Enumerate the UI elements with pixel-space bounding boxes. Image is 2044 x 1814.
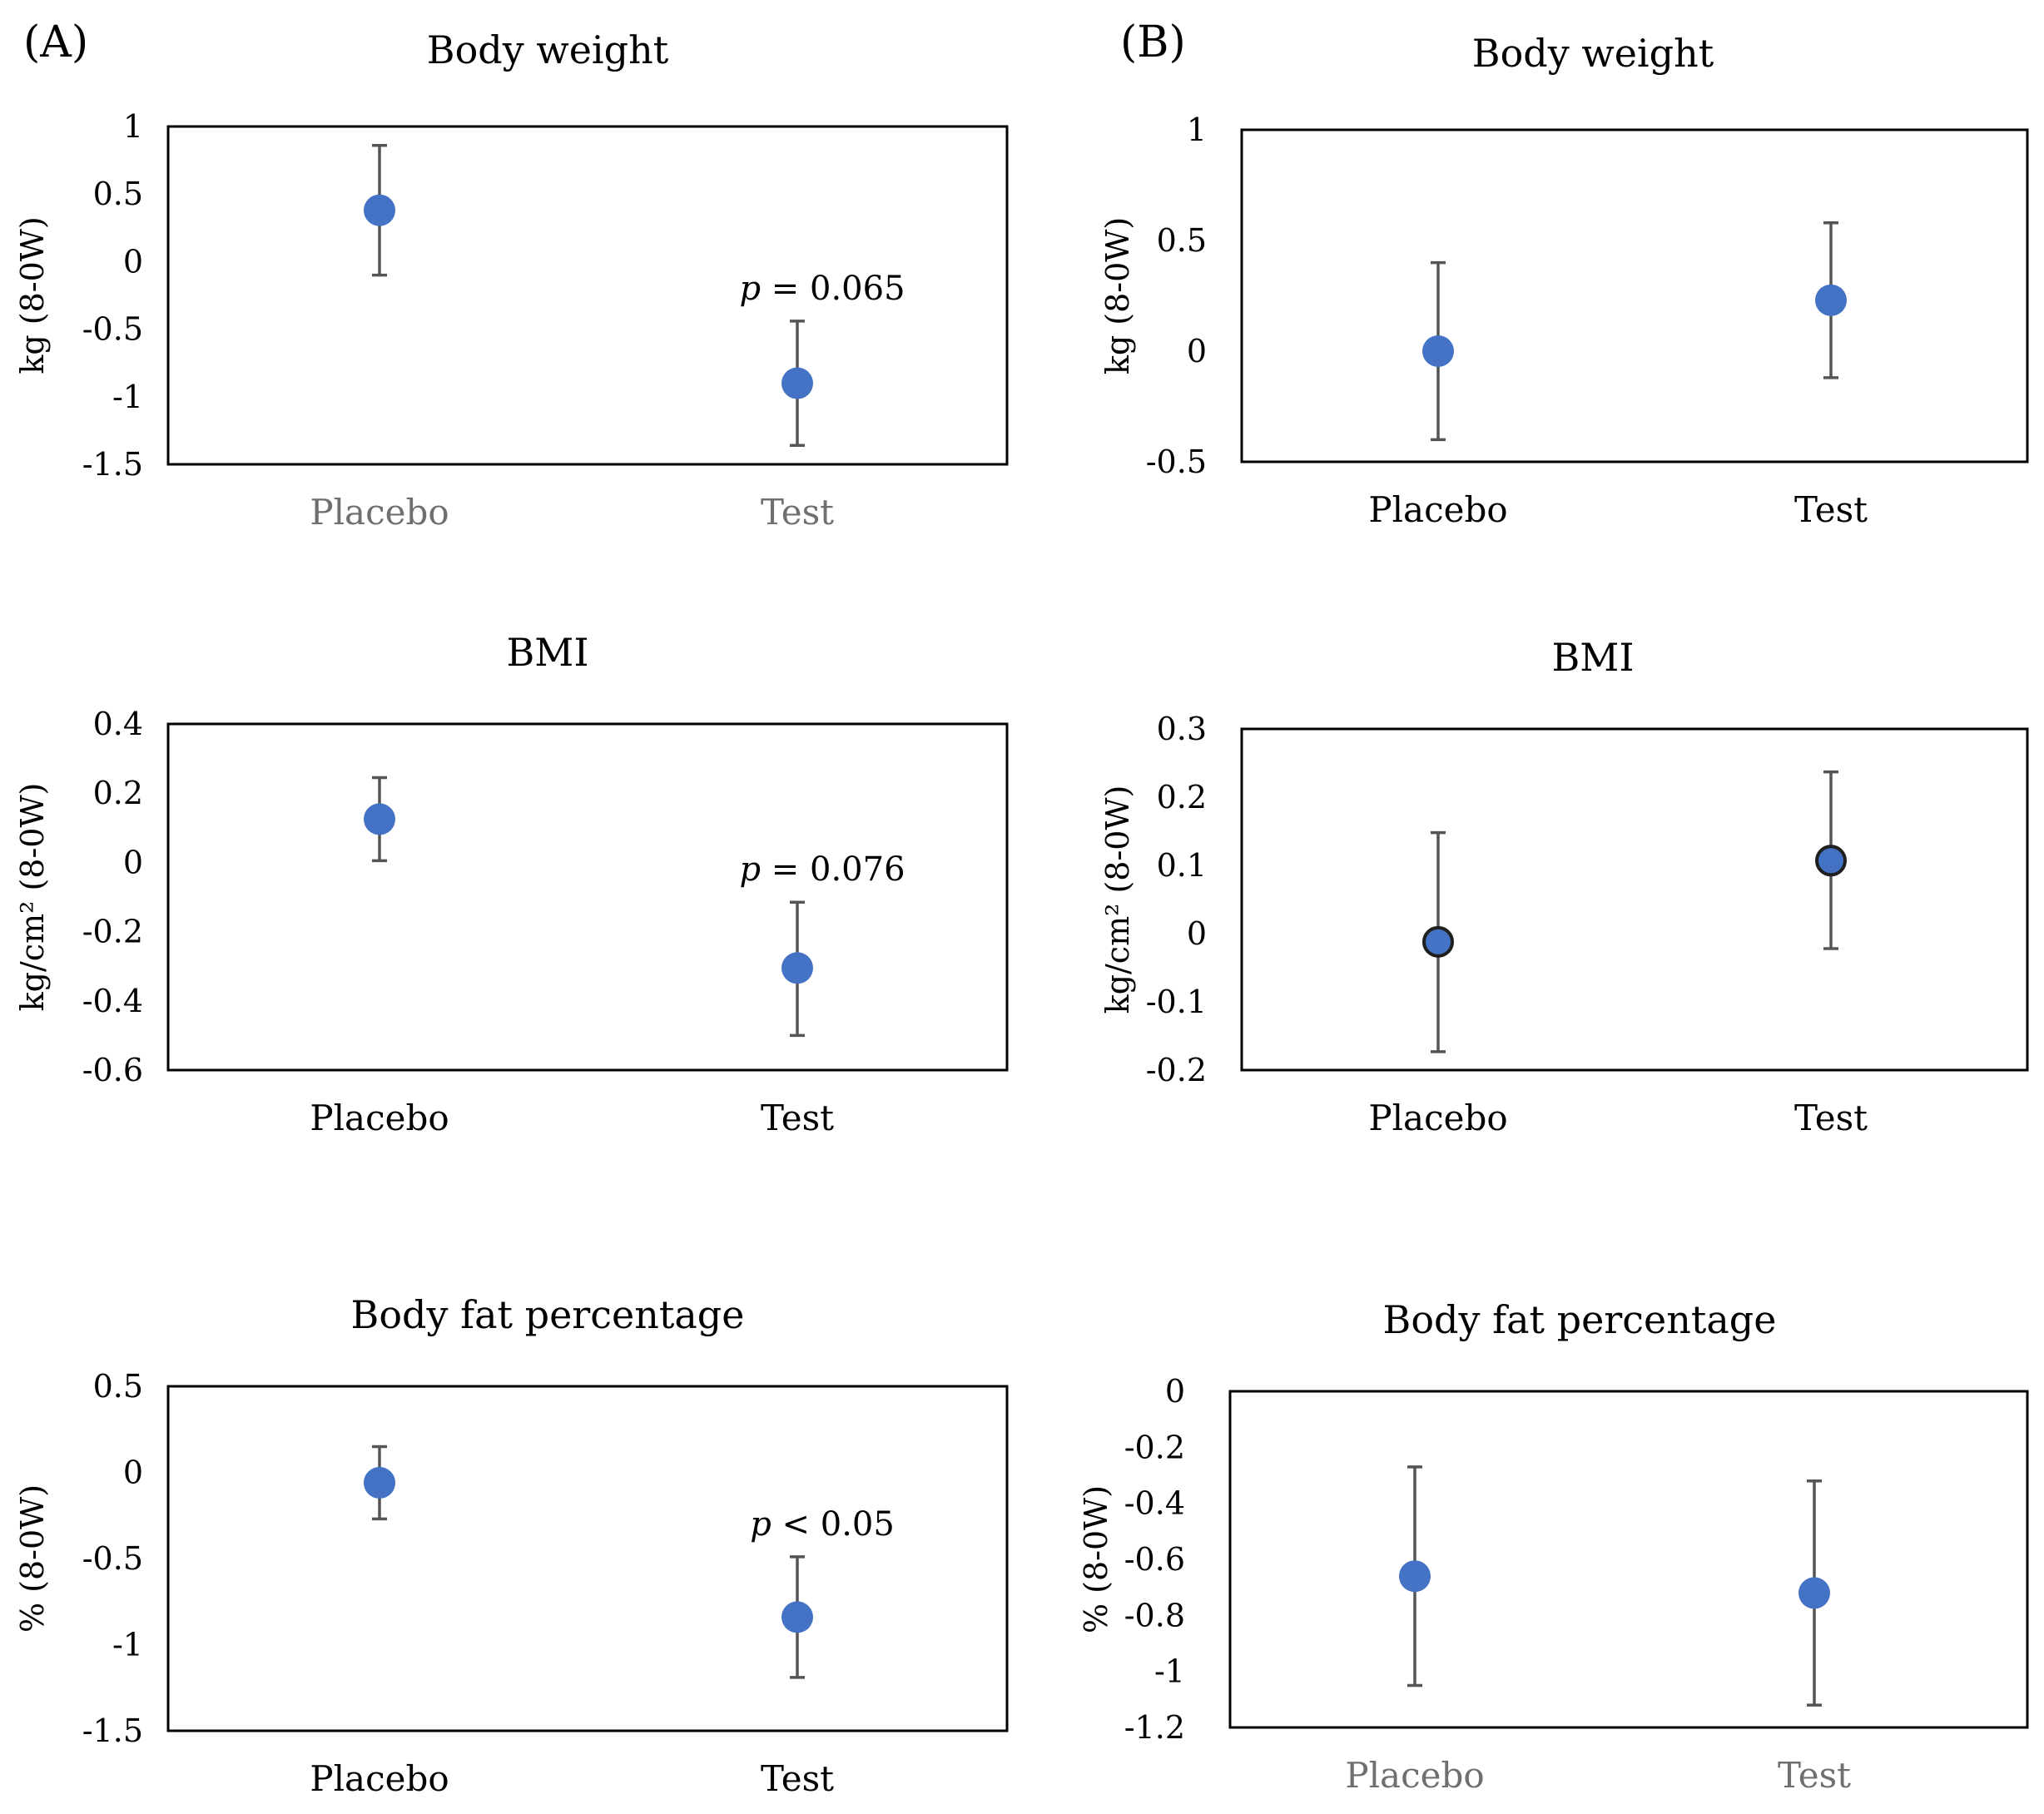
- b-body-weight-xtick: Placebo: [1368, 489, 1507, 530]
- b-body-fat-ytick: -1: [1154, 1653, 1185, 1690]
- b-body-fat-ylabel: % (8-0W): [1078, 1485, 1114, 1633]
- a-body-fat-p-annotation: p < 0.05: [750, 1505, 895, 1544]
- a-bmi-ytick: -0.2: [82, 914, 143, 950]
- b-bmi-ytick: 0.2: [1157, 779, 1207, 815]
- b-body-weight-title: Body weight: [1472, 31, 1714, 76]
- a-body-weight-plot-frame: [166, 125, 1009, 466]
- a-body-weight-ytick: -0.5: [82, 311, 143, 348]
- b-body-weight-ytick: 0.5: [1157, 222, 1207, 259]
- a-bmi-title: BMI: [506, 630, 588, 675]
- a-body-fat-point-placebo: [364, 1466, 395, 1499]
- b-bmi-ytick: 0.1: [1157, 847, 1207, 884]
- b-body-fat-ytick: -0.4: [1124, 1485, 1185, 1522]
- a-body-weight-ytick: -1.5: [82, 446, 143, 483]
- b-body-fat-point-placebo: [1399, 1560, 1431, 1593]
- a-bmi-ytick: -0.4: [82, 983, 143, 1019]
- a-body-fat-plot-frame: [166, 1385, 1009, 1732]
- a-body-fat-chart: Body fat percentage 0.5 0 -0.5 -1 -1.5 % (8-0W…: [14, 1292, 1009, 1799]
- a-body-fat-ylabel: % (8-0W): [14, 1484, 51, 1633]
- a-bmi-chart: BMI 0.4 0.2 0 -0.2 -0.4 -0.6 kg/cm² (8-0W) Place…: [14, 630, 1009, 1138]
- a-body-fat-ytick: -0.5: [82, 1540, 143, 1577]
- a-body-weight-chart: Body weight 1 0.5 0 -0.5 -1 -1.5 kg (8-0W) Place…: [14, 27, 1009, 533]
- b-bmi-title: BMI: [1551, 635, 1634, 680]
- a-body-fat-point-test: [781, 1601, 813, 1633]
- a-body-weight-ytick: 0.5: [93, 176, 143, 212]
- b-body-weight-ylabel: kg (8-0W): [1099, 217, 1136, 374]
- a-body-weight-ytick: 0: [123, 243, 143, 280]
- a-body-weight-p-annotation: p = 0.065: [739, 270, 905, 308]
- b-bmi-point-test: [1815, 845, 1847, 877]
- b-body-fat-title: Body fat percentage: [1383, 1297, 1777, 1342]
- b-body-fat-ytick: -0.2: [1124, 1429, 1185, 1465]
- b-body-fat-xtick: Placebo: [1345, 1755, 1484, 1796]
- b-body-weight-chart: Body weight 1 0.5 0 -0.5 kg (8-0W) Placebo Test: [1099, 31, 2029, 530]
- a-bmi-ytick: 0.4: [93, 706, 143, 742]
- b-bmi-xtick: Test: [1794, 1098, 1868, 1138]
- b-body-weight-xtick: Test: [1794, 489, 1868, 530]
- a-bmi-point-placebo: [364, 803, 395, 835]
- b-bmi-xtick: Placebo: [1368, 1098, 1507, 1138]
- a-bmi-point-test: [781, 952, 813, 984]
- a-body-fat-title: Body fat percentage: [351, 1292, 745, 1337]
- a-body-fat-ytick: -1.5: [82, 1712, 143, 1749]
- b-bmi-point-placebo: [1422, 925, 1454, 958]
- b-body-weight-ytick: -0.5: [1146, 444, 1207, 480]
- a-bmi-xtick: Test: [761, 1098, 834, 1138]
- b-body-weight-point-test: [1815, 284, 1847, 316]
- a-bmi-plot-frame: [166, 722, 1009, 1072]
- b-body-fat-ytick: -0.8: [1124, 1597, 1185, 1633]
- a-body-fat-ytick: 0.5: [93, 1368, 143, 1405]
- b-bmi-plot-frame: [1240, 727, 2029, 1072]
- b-bmi-ytick: -0.2: [1146, 1052, 1207, 1088]
- a-body-weight-xtick: Test: [761, 492, 834, 533]
- a-body-weight-xtick: Placebo: [310, 492, 449, 533]
- panel-label-b: (B): [1120, 17, 1186, 67]
- b-bmi-ytick: -0.1: [1146, 984, 1207, 1020]
- b-body-fat-xtick: Test: [1778, 1755, 1851, 1796]
- b-bmi-ytick: 0.3: [1157, 711, 1207, 747]
- b-body-weight-plot-frame: [1240, 128, 2029, 463]
- a-body-weight-ytick: 1: [123, 108, 143, 145]
- b-bmi-chart: BMI 0.3 0.2 0.1 0 -0.1 -0.2 kg/cm² (8-0W) Placeb…: [1099, 635, 2029, 1138]
- charts-container: Body weight 1 0.5 0 -0.5 -1 -1.5 kg (8-0W) Place…: [14, 27, 2029, 1799]
- b-body-fat-ytick: -1.2: [1124, 1709, 1185, 1746]
- b-body-fat-ytick: 0: [1165, 1373, 1185, 1410]
- a-bmi-ytick: 0.2: [93, 775, 143, 811]
- a-body-fat-ytick: -1: [112, 1627, 143, 1663]
- b-body-fat-point-test: [1798, 1577, 1830, 1609]
- a-body-weight-title: Body weight: [427, 27, 669, 72]
- a-body-weight-ytick: -1: [112, 379, 143, 415]
- panel-label-a: (A): [23, 17, 88, 67]
- b-body-fat-chart: Body fat percentage 0 -0.2 -0.4 -0.6 -0.8 -1 -1…: [1078, 1297, 2029, 1796]
- a-body-fat-xtick: Placebo: [310, 1758, 449, 1799]
- a-body-weight-point-test: [781, 367, 813, 399]
- a-body-weight-point-placebo: [364, 194, 395, 226]
- a-body-weight-ylabel: kg (8-0W): [14, 216, 51, 374]
- a-body-fat-xtick: Test: [761, 1758, 834, 1799]
- a-bmi-ytick: -0.6: [82, 1052, 143, 1088]
- b-body-weight-ytick: 0: [1187, 333, 1207, 369]
- b-body-fat-plot-frame: [1228, 1390, 2029, 1729]
- a-body-fat-ytick: 0: [123, 1455, 143, 1491]
- a-bmi-ylabel: kg/cm² (8-0W): [14, 783, 51, 1012]
- a-bmi-p-annotation: p = 0.076: [739, 850, 905, 889]
- b-bmi-ytick: 0: [1187, 915, 1207, 952]
- b-body-weight-ytick: 1: [1187, 112, 1207, 148]
- a-bmi-ytick: 0: [123, 844, 143, 880]
- b-body-weight-point-placebo: [1422, 335, 1454, 367]
- b-body-fat-ytick: -0.6: [1124, 1541, 1185, 1578]
- b-bmi-ylabel: kg/cm² (8-0W): [1099, 786, 1136, 1014]
- a-bmi-xtick: Placebo: [310, 1098, 449, 1138]
